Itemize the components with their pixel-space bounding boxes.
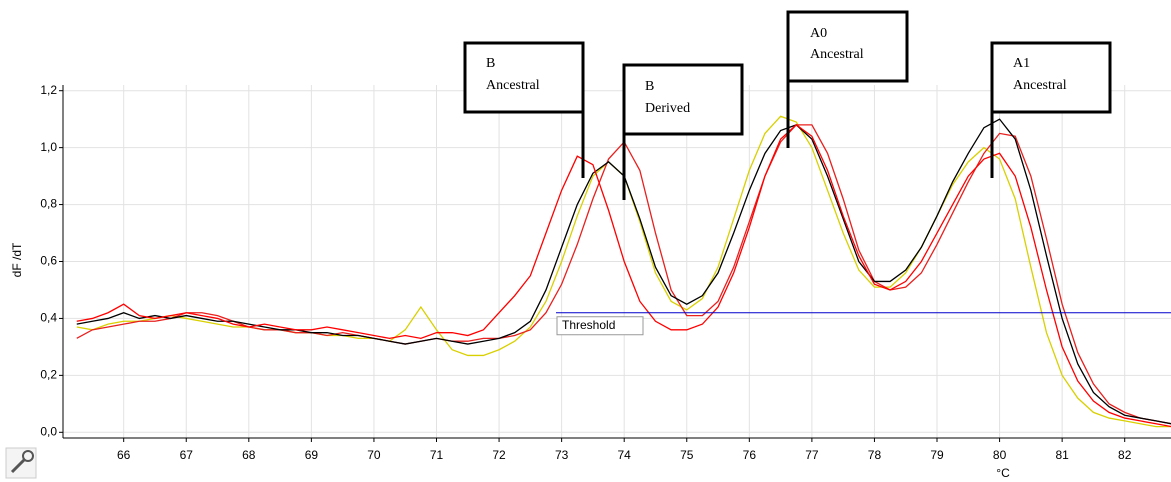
x-tick-label: 76 bbox=[743, 448, 757, 462]
icon-wrench-head bbox=[22, 450, 34, 462]
x-tick-label: 72 bbox=[492, 448, 506, 462]
x-tick-label: 74 bbox=[618, 448, 632, 462]
y-tick-label: 0,4 bbox=[40, 311, 57, 325]
annotation-text: B bbox=[645, 79, 654, 94]
y-tick-label: 1,0 bbox=[40, 140, 57, 154]
annotation-box bbox=[990, 41, 1112, 114]
annotation-text: Ancestral bbox=[1013, 78, 1067, 93]
x-tick-label: 77 bbox=[805, 448, 819, 462]
series-line bbox=[76, 124, 1171, 428]
y-tick-label: 1,2 bbox=[40, 83, 57, 97]
x-tick-label: 68 bbox=[242, 448, 256, 462]
x-tick-label: 81 bbox=[1055, 448, 1069, 462]
annotation-text: Ancestral bbox=[810, 47, 864, 62]
annotation-box bbox=[786, 10, 909, 83]
y-tick-label: 0,2 bbox=[40, 368, 57, 382]
annotation: A0 Ancestral bbox=[786, 10, 909, 148]
annotation-text: A0 bbox=[810, 26, 827, 41]
x-tick-label: 67 bbox=[180, 448, 194, 462]
x-tick-label: 79 bbox=[930, 448, 944, 462]
x-axis-label: °C bbox=[996, 466, 1010, 480]
grid bbox=[63, 85, 1171, 438]
x-tick-label: 66 bbox=[117, 448, 131, 462]
x-tick-label: 71 bbox=[430, 448, 444, 462]
annotation: B Ancestral bbox=[463, 41, 585, 178]
x-tick-label: 69 bbox=[305, 448, 319, 462]
axes: 0,0 0,2 0,4 0,6 0,8 1,0 1,2 66 67 68 69 70 71 72 73 74 7… bbox=[40, 83, 1171, 462]
y-tick-label: 0,8 bbox=[40, 197, 57, 211]
x-tick-label: 73 bbox=[555, 448, 569, 462]
annotation-text: A1 bbox=[1013, 56, 1030, 71]
annotation: B Derived bbox=[622, 63, 744, 200]
y-axis-label: dF /dT bbox=[10, 242, 24, 277]
threshold-label-box bbox=[556, 316, 644, 336]
annotation-box bbox=[463, 41, 585, 114]
x-tick-label: 80 bbox=[993, 448, 1007, 462]
annotation-text: Ancestral bbox=[486, 78, 540, 93]
annotation-text: B bbox=[486, 56, 495, 71]
settings-icon[interactable] bbox=[5, 447, 37, 479]
y-tick-label: 0,0 bbox=[40, 424, 57, 438]
x-tick-label: 70 bbox=[367, 448, 381, 462]
y-tick-label: 0,6 bbox=[40, 254, 57, 268]
annotation-box bbox=[622, 63, 744, 136]
icon-wrench-handle bbox=[10, 458, 26, 474]
x-tick-label: 78 bbox=[868, 448, 882, 462]
annotation-text: Derived bbox=[645, 101, 690, 116]
x-tick-label: 75 bbox=[680, 448, 694, 462]
annotation: A1 Ancestral bbox=[990, 41, 1112, 178]
threshold-label: Threshold bbox=[562, 318, 615, 332]
x-tick-label: 82 bbox=[1118, 448, 1132, 462]
